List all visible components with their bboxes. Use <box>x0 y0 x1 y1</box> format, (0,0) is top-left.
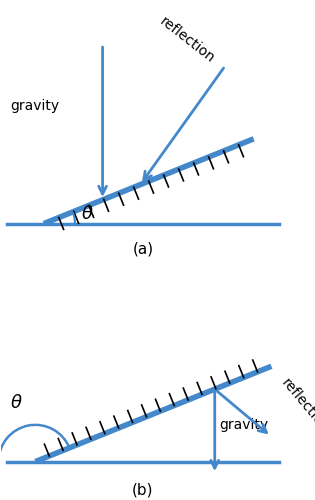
Text: (a): (a) <box>132 242 153 256</box>
Text: reflection: reflection <box>278 376 315 435</box>
Text: $\theta$: $\theta$ <box>10 394 23 412</box>
Text: gravity: gravity <box>10 100 59 114</box>
Text: gravity: gravity <box>219 418 268 432</box>
Text: $\theta$: $\theta$ <box>81 206 93 224</box>
Text: reflection: reflection <box>157 14 217 66</box>
Text: (b): (b) <box>132 482 154 497</box>
